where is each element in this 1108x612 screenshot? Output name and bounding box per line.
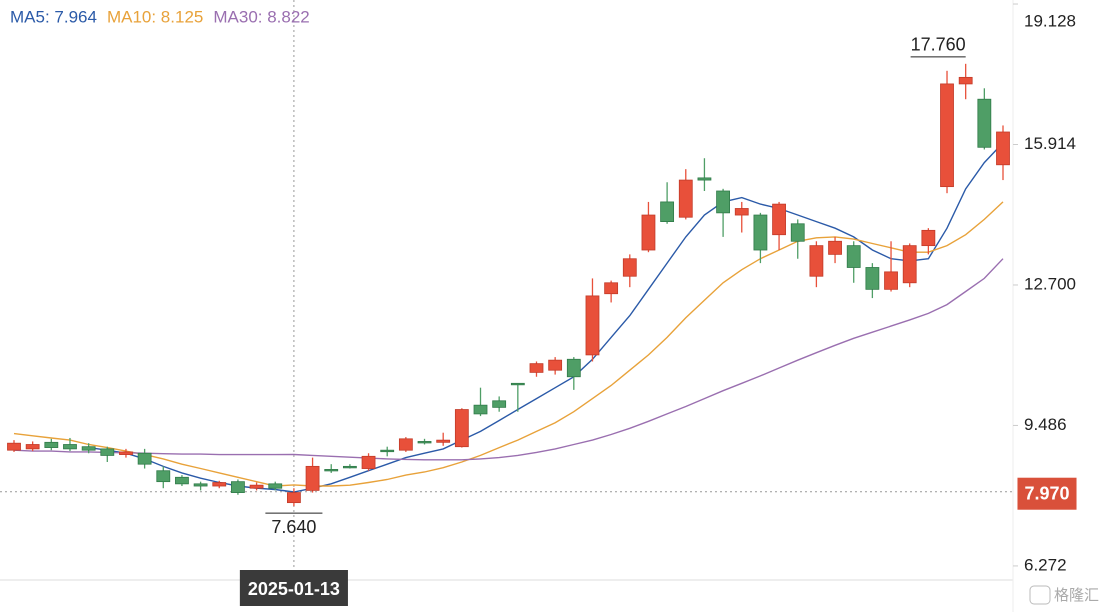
- watermark-logo: [1029, 585, 1051, 605]
- candle-body: [249, 484, 264, 489]
- candle-body: [81, 446, 96, 451]
- candle-body: [25, 444, 40, 450]
- candle-body: [996, 131, 1010, 166]
- candle-body: [604, 282, 619, 295]
- candle-body: [884, 271, 898, 290]
- candle-body: [716, 190, 730, 214]
- candle-body: [473, 404, 488, 415]
- candle-body: [641, 214, 656, 251]
- y-tick-label: 6.272: [1024, 555, 1067, 574]
- candle-body: [660, 201, 675, 222]
- candle-body: [940, 83, 954, 188]
- candle-body: [380, 449, 395, 453]
- candle-body: [566, 358, 581, 378]
- candle-body: [958, 76, 973, 85]
- candle-body: [622, 258, 637, 277]
- y-tick-label: 9.486: [1024, 415, 1067, 434]
- candle-body: [678, 179, 693, 218]
- ma-line: [13, 258, 1004, 461]
- candle-body: [697, 177, 712, 181]
- candle-body: [44, 441, 59, 448]
- candle-body: [548, 359, 563, 371]
- candle-body: [398, 438, 413, 451]
- candle-body: [212, 482, 227, 487]
- candle-body: [977, 98, 992, 148]
- candle-body: [828, 240, 842, 255]
- legend-entry: MA30: 8.822: [213, 7, 309, 26]
- candle-body: [529, 363, 544, 373]
- candle-body: [734, 208, 749, 216]
- candle-body: [454, 409, 469, 448]
- candle-body: [342, 465, 357, 469]
- extreme-label: 17.760: [911, 35, 966, 55]
- y-tick-label: 19.128: [1024, 11, 1076, 30]
- candle-body: [137, 452, 152, 465]
- candle-body: [100, 448, 115, 456]
- candle-body: [790, 223, 805, 242]
- legend-entry: MA5: 7.964: [10, 7, 97, 26]
- candle-body: [175, 476, 189, 485]
- candle-body: [324, 469, 339, 472]
- candle-body: [902, 245, 917, 284]
- candle-body: [585, 295, 600, 356]
- candle-body: [156, 470, 171, 483]
- candle-body: [510, 382, 525, 386]
- candle-body: [753, 214, 768, 251]
- candle-body: [7, 442, 21, 451]
- crosshair-date-label: 2025-01-13: [248, 579, 340, 599]
- candle-body: [287, 492, 301, 504]
- candle-body: [865, 267, 880, 290]
- candle-body: [268, 483, 283, 489]
- crosshair-price-label: 7.970: [1024, 483, 1069, 503]
- candle-body: [231, 481, 245, 493]
- watermark-group: 格隆汇: [1029, 585, 1099, 605]
- y-tick-label: 15.914: [1024, 134, 1076, 153]
- candle-body: [809, 245, 824, 277]
- crosshair-date-box: [239, 570, 348, 606]
- candle-body: [436, 439, 451, 443]
- extreme-label: 7.640: [271, 517, 316, 537]
- crosshair-price-box: [1017, 477, 1077, 510]
- candle-body: [361, 455, 376, 469]
- candle-body: [305, 465, 320, 491]
- candle-body: [63, 444, 77, 450]
- legend-entry: MA10: 8.125: [107, 7, 203, 26]
- watermark: 格隆汇: [1054, 587, 1099, 604]
- candle-body: [846, 245, 861, 268]
- candle-body: [772, 203, 786, 236]
- candle-body: [492, 400, 507, 408]
- ma-line: [13, 201, 1004, 487]
- candle-body: [193, 483, 208, 487]
- y-tick-label: 12.700: [1024, 274, 1076, 293]
- candle-body: [119, 451, 133, 455]
- candle-body: [921, 229, 936, 247]
- candle-body: [417, 441, 432, 444]
